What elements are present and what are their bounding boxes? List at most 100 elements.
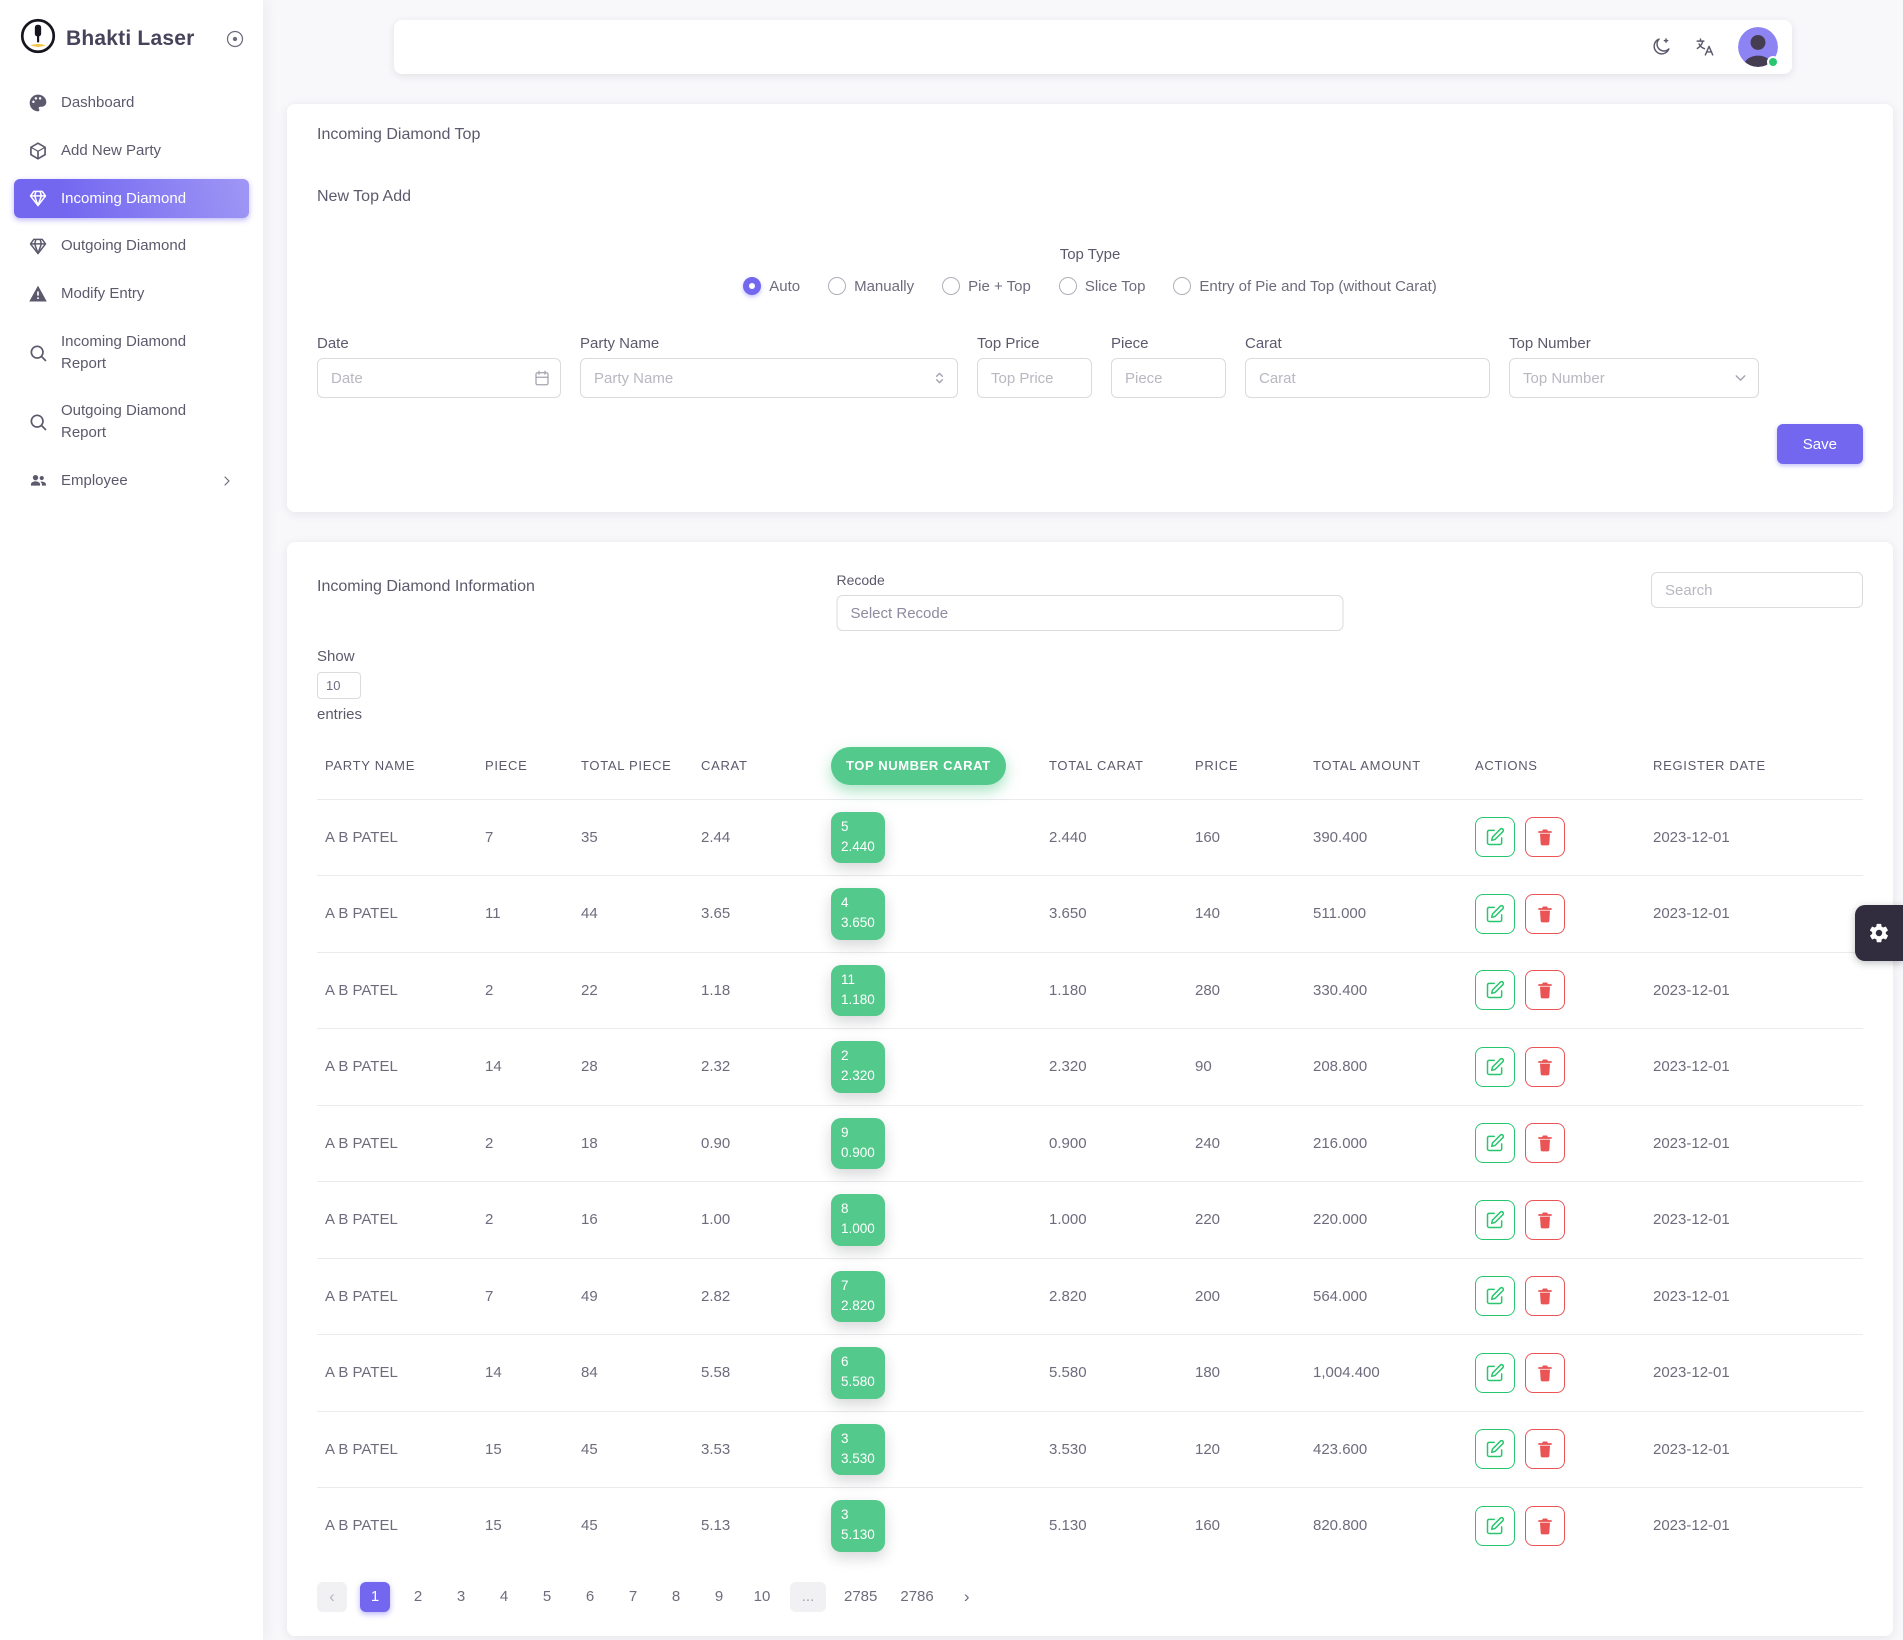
piece-field: Piece: [1111, 335, 1226, 398]
date-input[interactable]: [317, 358, 561, 398]
edit-button[interactable]: [1475, 893, 1515, 934]
radio-slice-top[interactable]: Slice Top: [1058, 277, 1145, 295]
top-number-carat-badge: 3 5.130: [831, 1500, 885, 1552]
radio-manually[interactable]: Manually: [828, 277, 914, 295]
column-header-party-name[interactable]: PARTY NAME: [325, 758, 416, 773]
delete-button[interactable]: [1525, 1199, 1565, 1240]
settings-gear-button[interactable]: [1855, 905, 1903, 961]
table-row: A B PATEL 11 44 3.65 4 3.650 3.650 140 511.000 20…: [317, 875, 1863, 952]
cell-register-date: 2023-12-01: [1645, 798, 1863, 876]
sidebar-item-incoming-diamond-report[interactable]: Incoming Diamond Report: [14, 322, 249, 384]
save-button[interactable]: Save: [1776, 424, 1863, 464]
delete-button[interactable]: [1525, 970, 1565, 1011]
pagination-page-7[interactable]: 7: [628, 1588, 638, 1605]
piece-input[interactable]: [1111, 358, 1226, 398]
radio-pie-top[interactable]: Pie + Top: [942, 277, 1031, 295]
top-number-select[interactable]: Top Number: [1509, 358, 1759, 398]
sidebar-item-label: Modify Entry: [61, 285, 145, 302]
sidebar-item-dashboard[interactable]: Dashboard: [14, 83, 249, 123]
cell-total-piece: 45: [573, 1487, 693, 1564]
language-icon: [1696, 38, 1714, 56]
cell-total-amount: 216.000: [1305, 1104, 1467, 1182]
column-header-price[interactable]: PRICE: [1195, 758, 1239, 773]
edit-button[interactable]: [1475, 1199, 1515, 1240]
sidebar-collapse-icon[interactable]: [225, 29, 245, 49]
cell-total-carat: 5.580: [1041, 1334, 1187, 1411]
table-row: A B PATEL 14 84 5.58 6 5.580 5.580 180 1,004.400…: [317, 1334, 1863, 1411]
pagination-page-10[interactable]: 10: [753, 1588, 771, 1605]
sidebar-item-employee[interactable]: Employee: [14, 461, 249, 501]
column-header-top-number-carat[interactable]: TOP NUMBER CARAT: [823, 737, 1041, 799]
column-header-total-carat[interactable]: TOTAL CARAT: [1049, 758, 1144, 773]
radio-auto[interactable]: Auto: [743, 277, 800, 295]
delete-button[interactable]: [1525, 817, 1565, 858]
cell-piece: 2: [477, 1104, 573, 1182]
user-avatar[interactable]: [1738, 27, 1779, 68]
cell-actions: [1467, 1104, 1645, 1182]
dark-mode-button[interactable]: [1642, 28, 1680, 66]
cell-top-number-carat: 6 5.580: [823, 1334, 1041, 1411]
edit-button[interactable]: [1475, 1352, 1515, 1393]
language-button[interactable]: [1686, 28, 1724, 66]
pagination-page-3[interactable]: 3: [456, 1588, 466, 1605]
delete-button[interactable]: [1525, 893, 1565, 934]
cell-top-number-carat: 7 2.820: [823, 1257, 1041, 1335]
sidebar-item-incoming-diamond[interactable]: Incoming Diamond: [14, 178, 249, 219]
date-field: Date: [317, 335, 561, 398]
edit-button[interactable]: [1475, 1123, 1515, 1164]
column-header-total-amount[interactable]: TOTAL AMOUNT: [1313, 758, 1421, 773]
top-number-carat-badge: 3 3.530: [831, 1423, 885, 1475]
sidebar-item-outgoing-diamond-report[interactable]: Outgoing Diamond Report: [14, 391, 249, 453]
recode-select[interactable]: [836, 595, 1344, 631]
column-header-register-date[interactable]: REGISTER DATE: [1653, 758, 1766, 773]
delete-button[interactable]: [1525, 1352, 1565, 1393]
pagination-page-9[interactable]: 9: [714, 1588, 724, 1605]
delete-button[interactable]: [1525, 1046, 1565, 1087]
edit-button[interactable]: [1475, 1505, 1515, 1546]
table-row: A B PATEL 14 28 2.32 2 2.320 2.320 90 208.800 202…: [317, 1028, 1863, 1105]
pagination-ellipsis[interactable]: ...: [790, 1581, 826, 1612]
pagination-page-2785[interactable]: 2785: [844, 1588, 878, 1605]
cell-total-piece: 28: [573, 1028, 693, 1105]
cell-price: 160: [1187, 1487, 1305, 1564]
column-header-total-piece[interactable]: TOTAL PIECE: [581, 758, 672, 773]
edit-button[interactable]: [1475, 817, 1515, 858]
sidebar-item-label: Outgoing Diamond Report: [61, 402, 187, 441]
pagination-page-1[interactable]: 1: [360, 1581, 390, 1612]
pagination-page-6[interactable]: 6: [585, 1588, 595, 1605]
column-header-actions[interactable]: ACTIONS: [1475, 758, 1538, 773]
cell-top-number-carat: 4 3.650: [823, 875, 1041, 952]
pagination-page-5[interactable]: 5: [542, 1588, 552, 1605]
edit-button[interactable]: [1475, 970, 1515, 1011]
radio-entry-of-pie-and-top-without-carat[interactable]: Entry of Pie and Top (without Carat): [1173, 277, 1437, 295]
pagination-next[interactable]: ›: [963, 1586, 970, 1606]
edit-button[interactable]: [1475, 1046, 1515, 1087]
sidebar-item-outgoing-diamond[interactable]: Outgoing Diamond: [14, 226, 249, 266]
sidebar-item-add-new-party[interactable]: Add New Party: [14, 131, 249, 171]
party-name-select[interactable]: Party Name: [580, 358, 958, 398]
column-header-piece[interactable]: PIECE: [485, 758, 528, 773]
carat-input[interactable]: [1245, 358, 1490, 398]
delete-button[interactable]: [1525, 1429, 1565, 1470]
pagination-page-2786[interactable]: 2786: [900, 1588, 934, 1605]
delete-button[interactable]: [1525, 1276, 1565, 1317]
top-number-carat-badge: 9 0.900: [831, 1117, 885, 1169]
pagination-page-2[interactable]: 2: [413, 1588, 423, 1605]
search-input[interactable]: [1651, 572, 1863, 608]
edit-button[interactable]: [1475, 1276, 1515, 1317]
cell-carat: 2.44: [693, 798, 823, 876]
entries-count-input[interactable]: [317, 672, 361, 699]
cell-piece: 14: [477, 1028, 573, 1105]
edit-button[interactable]: [1475, 1429, 1515, 1470]
pagination-page-4[interactable]: 4: [499, 1588, 509, 1605]
sidebar-item-modify-entry[interactable]: Modify Entry: [14, 274, 249, 314]
column-header-carat[interactable]: CARAT: [701, 758, 748, 773]
info-card-header: Incoming Diamond Information Recode: [317, 566, 1863, 646]
delete-button[interactable]: [1525, 1123, 1565, 1164]
top-price-input[interactable]: [977, 358, 1092, 398]
pagination-page-8[interactable]: 8: [671, 1588, 681, 1605]
delete-button[interactable]: [1525, 1505, 1565, 1546]
gear-icon: [1869, 923, 1888, 943]
cell-total-carat: 1.000: [1041, 1181, 1187, 1258]
pagination-prev[interactable]: ‹: [317, 1581, 347, 1612]
